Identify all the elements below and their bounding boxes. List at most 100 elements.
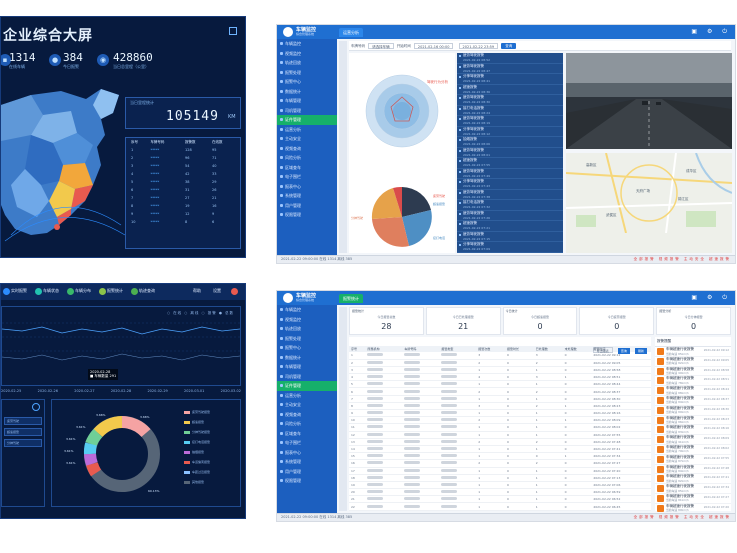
status-alerts[interactable]: 全部报警 视频报警 主动安全 超速报警 [633,257,731,261]
sidebar-item[interactable]: 报表中心 [277,448,337,458]
alert-icon[interactable] [231,288,238,295]
sidebar-item[interactable]: 报表中心 [277,182,337,192]
table-row[interactable]: 11 1 0 1 0 2021-02-22 08:02 [349,423,651,432]
list-item[interactable]: 分神驾驶报警 2021-02-22 07:09 [457,242,563,253]
sidebar-item[interactable]: 视频查询 [277,410,337,420]
table-row[interactable]: 20 1 0 1 0 2021-02-22 06:59 [349,488,651,497]
table-row[interactable]: 2 ***** 96 71 [130,154,238,162]
vertical-tabs[interactable] [339,41,347,253]
sidebar-item[interactable]: 证件管理 [277,381,337,391]
vertical-tabs[interactable] [339,307,347,511]
alert-item[interactable]: 车辆超速行驶报警 当前车速 86km/h 2021-02-22 08:23 [655,416,731,426]
table-row[interactable]: 17 1 0 1 0 2021-02-22 07:20 [349,467,651,475]
sidebar-item[interactable]: 用户管理 [277,201,337,211]
list-item[interactable]: 疲劳驾驶报警 2021-02-22 07:38 [457,190,563,200]
sidebar-item[interactable]: 风险分析 [277,419,337,429]
help-button[interactable]: 帮助 [193,288,201,293]
alert-item[interactable]: 车辆超速行驶报警 当前车速 80km/h 2021-02-22 08:30 [655,406,731,416]
sidebar-item[interactable]: 主动安全 [277,134,337,144]
table-header[interactable]: 已处理数 [533,346,563,352]
sidebar-item[interactable]: 电子围栏 [277,438,337,448]
header-icons[interactable]: ▣ ⚙ ⏻ [691,294,731,301]
table-row[interactable]: 1 ***** 128 95 [130,146,238,154]
query-button[interactable]: 查询 [501,43,517,49]
sidebar-item[interactable]: 报警处理 [277,334,337,344]
sidebar-item[interactable]: 司机管理 [277,372,337,382]
sidebar-item[interactable]: 系统管理 [277,457,337,467]
add-icon[interactable] [32,403,40,411]
sidebar-item[interactable]: 权限管理 [277,210,337,220]
table-header[interactable]: 所属机构 [365,346,403,352]
table-row[interactable]: 2 2 0 2 0 2021-02-22 09:05 [349,359,651,367]
table-row[interactable]: 21 1 0 1 0 2021-02-22 06:52 [349,495,651,504]
table-row[interactable]: 9 1 0 1 0 2021-02-22 08:16 [349,409,651,418]
list-item[interactable]: 疲劳驾驶报警 2021-02-22 08:47 [457,64,563,74]
settings-button[interactable]: 设置 [213,288,221,293]
table-row[interactable]: 3 ***** 54 40 [130,162,238,170]
list-item[interactable]: 疲劳驾驶报警 2021-02-22 07:49 [457,169,563,179]
table-header[interactable]: 报警次数 [476,346,506,352]
map-view[interactable]: 高新区 天府广场 锦江区 武侯区 成华区 [565,152,733,253]
tab-status[interactable]: 车辆状态 [43,288,59,293]
list-item[interactable]: 超速报警 2021-02-22 08:36 [457,85,563,95]
sidebar-item[interactable]: 风险分析 [277,153,337,163]
sidebar-item[interactable]: 视频查询 [277,144,337,154]
table-header[interactable]: 序号 [349,346,366,352]
table-row[interactable]: 15 1 0 0 1 2021-02-22 07:34 [349,452,651,461]
table-row[interactable]: 13 2 0 2 0 2021-02-22 07:48 [349,438,651,446]
list-item[interactable]: 接打电话报警 2021-02-22 08:24 [457,106,563,116]
alert-item[interactable]: 车辆超速行驶报警 当前车速 85km/h 2021-02-22 09:12 [655,347,731,357]
list-item[interactable]: 疲劳驾驶报警 2021-02-22 08:19 [457,116,563,127]
alert-item[interactable]: 车辆超速行驶报警 当前车速 84km/h 2021-02-22 07:48 [655,465,731,475]
list-item[interactable]: 疲劳驾驶报警 2021-02-22 08:01 [457,148,563,158]
alarm-type-row[interactable]: 疲劳驾驶 [4,417,42,425]
alert-item[interactable]: 车辆超速行驶报警 当前车速 81km/h 2021-02-22 07:27 [655,494,731,504]
china-map[interactable] [1,85,126,245]
table-row[interactable]: 18 1 0 1 0 2021-02-22 07:13 [349,474,651,482]
sidebar-item[interactable]: 电子围栏 [277,172,337,182]
sidebar-item[interactable]: 轨迹回放 [277,324,337,334]
end-time-input[interactable]: 2021-02-22 23:59 [458,43,499,49]
list-item[interactable]: 疲劳驾驶报警 2021-02-22 08:30 [457,95,563,106]
table-row[interactable]: 10 ***** 8 6 [130,218,238,226]
table-header[interactable]: 未处理数 [562,346,592,352]
alert-item[interactable]: 车辆超速行驶报警 当前车速 82km/h 2021-02-22 09:05 [655,357,731,367]
table-row[interactable]: 8 3 0 2 1 2021-02-22 08:23 [349,402,651,411]
table-row[interactable]: 6 2 0 2 0 2021-02-22 08:37 [349,387,651,396]
table-row[interactable]: 5 ***** 38 29 [130,178,238,186]
sidebar-item[interactable]: 系统管理 [277,191,337,201]
tab-distribution[interactable]: 车辆分布 [75,288,91,293]
table-header[interactable]: 报警时长 [505,346,534,352]
status-alerts[interactable]: 全部报警 视频报警 主动安全 超速报警 [633,515,731,519]
sidebar-item[interactable]: 司机管理 [277,106,337,116]
sidebar-item[interactable]: 车辆管理 [277,96,337,106]
sidebar-item[interactable]: 区域查车 [277,429,337,439]
alert-item[interactable]: 车辆超速行驶报警 当前车速 87km/h 2021-02-22 07:55 [655,455,731,465]
tab-track[interactable]: 轨迹查询 [139,288,155,293]
sidebar-item[interactable]: 视频监控 [277,49,337,59]
sidebar-item[interactable]: 权限管理 [277,476,337,486]
sidebar-item[interactable]: 视频监控 [277,315,337,325]
vehicle-select[interactable]: 请选择车辆 [368,43,394,49]
alarm-type-row[interactable]: 分神驾驶 [4,439,42,447]
fullscreen-icon[interactable] [229,27,237,35]
start-time-input[interactable]: 2021-02-16 00:00 [413,43,454,49]
table-header[interactable]: 车牌号码 [402,346,440,352]
alert-item[interactable]: 车辆超速行驶报警 当前车速 85km/h 2021-02-22 07:34 [655,484,731,494]
alert-item[interactable]: 车辆超速行驶报警 当前车速 78km/h 2021-02-22 08:51 [655,376,731,387]
table-row[interactable]: 22 1 0 1 0 2021-02-22 06:45 [349,502,651,511]
table-row[interactable]: 4 4 0 3 1 2021-02-22 08:51 [349,373,651,382]
table-row[interactable]: 1 3 0 3 0 2021-02-22 09:12 [349,352,651,360]
refresh-button[interactable]: 刷新 [634,348,647,354]
table-row[interactable]: 6 ***** 31 26 [130,186,238,194]
sidebar-item[interactable]: 车辆管理 [277,362,337,372]
list-item[interactable]: 疲劳驾驶报警 2021-02-22 08:52 [457,53,563,64]
table-row[interactable]: 16 2 0 2 0 2021-02-22 07:27 [349,459,651,468]
table-row[interactable]: 10 2 0 1 1 2021-02-22 08:09 [349,416,651,425]
sidebar-item[interactable]: 报警中心 [277,343,337,353]
alert-item[interactable]: 车辆超速行驶报警 当前车速 90km/h 2021-02-22 08:58 [655,367,731,377]
table-row[interactable]: 8 ***** 19 16 [130,202,238,210]
table-row[interactable]: 7 1 0 1 0 2021-02-22 08:30 [349,395,651,403]
sidebar-item[interactable]: 主动安全 [277,400,337,410]
sidebar-item[interactable]: 用户管理 [277,467,337,477]
